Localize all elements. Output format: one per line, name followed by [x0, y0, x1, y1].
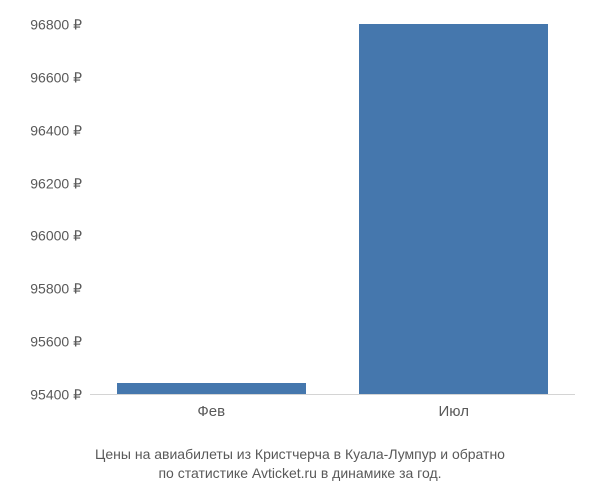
price-chart: 95400 ₽ 95600 ₽ 95800 ₽ 96000 ₽ 96200 ₽ 96400…: [0, 0, 600, 440]
y-tick-label: 96600 ₽: [0, 69, 82, 86]
y-tick-label: 95600 ₽: [0, 334, 82, 351]
y-tick-label: 96200 ₽: [0, 175, 82, 192]
bar: [117, 383, 306, 394]
y-tick-label: 96800 ₽: [0, 17, 82, 34]
y-tick-label: 96400 ₽: [0, 122, 82, 139]
x-tick-label: Фев: [197, 403, 225, 420]
y-tick-label: 95800 ₽: [0, 281, 82, 298]
caption-line1: Цены на авиабилеты из Кристчерча в Куала…: [95, 446, 505, 462]
caption-line2: по статистике Avticket.ru в динамике за …: [158, 465, 441, 481]
y-tick-label: 95400 ₽: [0, 387, 82, 404]
plot-area: [90, 25, 575, 395]
chart-caption: Цены на авиабилеты из Кристчерча в Куала…: [0, 445, 600, 483]
bar: [359, 24, 548, 394]
y-tick-label: 96000 ₽: [0, 228, 82, 245]
x-tick-label: Июл: [439, 403, 469, 420]
